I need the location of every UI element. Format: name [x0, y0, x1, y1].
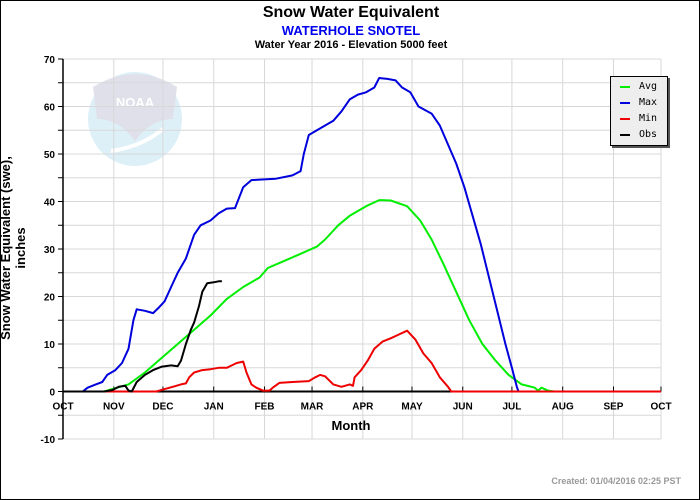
- x-tick-label: OCT: [650, 402, 671, 413]
- y-tick-label: 10: [44, 340, 56, 351]
- noaa-logo-text: NOAA: [116, 95, 155, 110]
- y-tick-label: 20: [44, 293, 56, 304]
- series-line-obs: [63, 280, 222, 393]
- legend-label-max: Max: [639, 97, 658, 108]
- y-tick-label: 30: [44, 245, 56, 256]
- chart-subtitle-year: Water Year 2016 - Elevation 5000 feet: [254, 39, 448, 51]
- legend-item-obs: Obs: [611, 127, 667, 143]
- y-tick-label: -10: [41, 435, 56, 446]
- legend-label-obs: Obs: [639, 129, 658, 140]
- legend-item-max: Max: [611, 95, 667, 111]
- x-tick-label: JAN: [204, 402, 224, 413]
- series-line-avg: [63, 199, 555, 393]
- chart-title: Snow Water Equivalent: [262, 4, 440, 21]
- x-tick-label: AUG: [552, 402, 574, 413]
- legend-item-avg: Avg: [611, 79, 667, 95]
- legend-swatch-avg: [620, 86, 630, 88]
- x-tick-label: MAR: [301, 402, 325, 413]
- legend-swatch-max: [620, 102, 630, 104]
- legend-label-min: Min: [639, 113, 658, 124]
- y-tick-label: 60: [44, 103, 56, 114]
- legend-label-avg: Avg: [639, 81, 658, 92]
- chart-subtitle-station: WATERHOLE SNOTEL: [281, 23, 421, 38]
- x-tick-label: JUN: [453, 402, 473, 413]
- y-axis-label: Snow Water Equivalent (swe), inches: [0, 156, 28, 340]
- x-tick-label: APR: [352, 402, 374, 413]
- legend: Avg Max Min Obs: [610, 76, 668, 146]
- x-tick-label: SEP: [603, 402, 623, 413]
- series-line-max: [63, 77, 661, 393]
- legend-item-min: Min: [611, 111, 667, 127]
- x-tick-label: MAY: [401, 402, 423, 413]
- noaa-logo-watermark: NOAA: [88, 72, 182, 166]
- x-axis-label: Month: [331, 418, 371, 433]
- y-tick-label: 50: [44, 150, 56, 161]
- y-tick-label: 40: [44, 198, 56, 209]
- legend-swatch-obs: [620, 134, 630, 136]
- x-tick-label: FEB: [255, 402, 275, 413]
- y-tick-label: 0: [49, 388, 55, 399]
- y-tick-label: 70: [44, 55, 56, 66]
- legend-swatch-min: [620, 118, 630, 120]
- x-tick-label: DEC: [152, 402, 173, 413]
- series-line-min: [63, 329, 661, 393]
- x-tick-label: JUL: [502, 402, 521, 413]
- created-timestamp: Created: 01/04/2016 02:25 PST: [551, 476, 681, 486]
- x-tick-label: NOV: [103, 402, 125, 413]
